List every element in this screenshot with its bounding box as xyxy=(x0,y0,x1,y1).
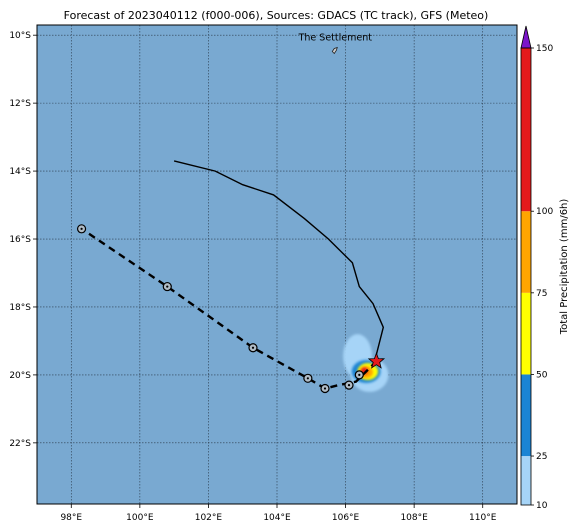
colorbar-tick-label: 150 xyxy=(536,44,553,54)
x-tick-label: 108°E xyxy=(400,513,428,523)
current-position-star xyxy=(367,352,386,369)
colorbar-tick-label: 100 xyxy=(536,207,553,217)
x-tick-label: 102°E xyxy=(195,513,223,523)
colorbar-tick-label: 10 xyxy=(536,501,548,511)
y-tick-label: 20°S xyxy=(9,371,31,381)
forecast-position-marker xyxy=(248,343,258,353)
colorbar-tick-label: 25 xyxy=(536,452,547,462)
y-axis-ticks: 10°S 12°S 14°S 16°S 18°S 20°S 22°S xyxy=(9,31,37,449)
y-tick-label: 10°S xyxy=(9,31,31,41)
colorbar-tick-label: 50 xyxy=(536,370,548,380)
x-axis-ticks: 98°E 100°E 102°E 104°E 106°E 108°E 110°E xyxy=(60,504,497,523)
x-tick-label: 110°E xyxy=(469,513,497,523)
colorbar-segment xyxy=(521,456,531,505)
y-tick-label: 18°S xyxy=(9,303,31,313)
x-tick-label: 100°E xyxy=(126,513,154,523)
forecast-position-marker xyxy=(344,380,354,390)
colorbar-segment xyxy=(521,292,531,375)
forecast-position-marker xyxy=(303,373,313,383)
y-tick-label: 12°S xyxy=(9,99,31,109)
colorbar-frame xyxy=(520,47,532,506)
forecast-position-marker xyxy=(162,281,172,292)
figure-title: Forecast of 2023040112 (f000-006), Sourc… xyxy=(64,9,489,22)
island-shape xyxy=(331,46,338,55)
x-tick-label: 106°E xyxy=(332,513,360,523)
forecast-track-line xyxy=(80,227,378,390)
y-tick-label: 14°S xyxy=(9,167,31,177)
colorbar-segment xyxy=(521,374,531,457)
colorbar-segment xyxy=(521,48,531,212)
y-tick-label: 22°S xyxy=(9,439,31,449)
colorbar-tick-label: 75 xyxy=(536,289,547,299)
colorbar-segment xyxy=(521,211,531,293)
y-tick-label: 16°S xyxy=(9,235,31,245)
x-tick-label: 98°E xyxy=(60,513,82,523)
x-tick-label: 104°E xyxy=(263,513,291,523)
forecast-position-marker xyxy=(76,224,87,234)
colorbar-label: Total Precipitation (mm/6h) xyxy=(559,199,570,336)
map-gridlines xyxy=(37,25,517,504)
colorbar-extend-arrow xyxy=(520,25,532,49)
ocean-background xyxy=(37,25,517,504)
forecast-position-marker xyxy=(320,383,330,394)
island-marker: The Settlement xyxy=(298,32,373,55)
cyclone-tracks xyxy=(76,160,386,394)
forecast-position-marker xyxy=(354,370,364,380)
place-label: The Settlement xyxy=(298,32,373,43)
observed-track-line xyxy=(173,160,385,362)
precipitation-colorbar: 10 25 50 75 100 150 Total Precipitation (mm/6… xyxy=(520,25,570,511)
